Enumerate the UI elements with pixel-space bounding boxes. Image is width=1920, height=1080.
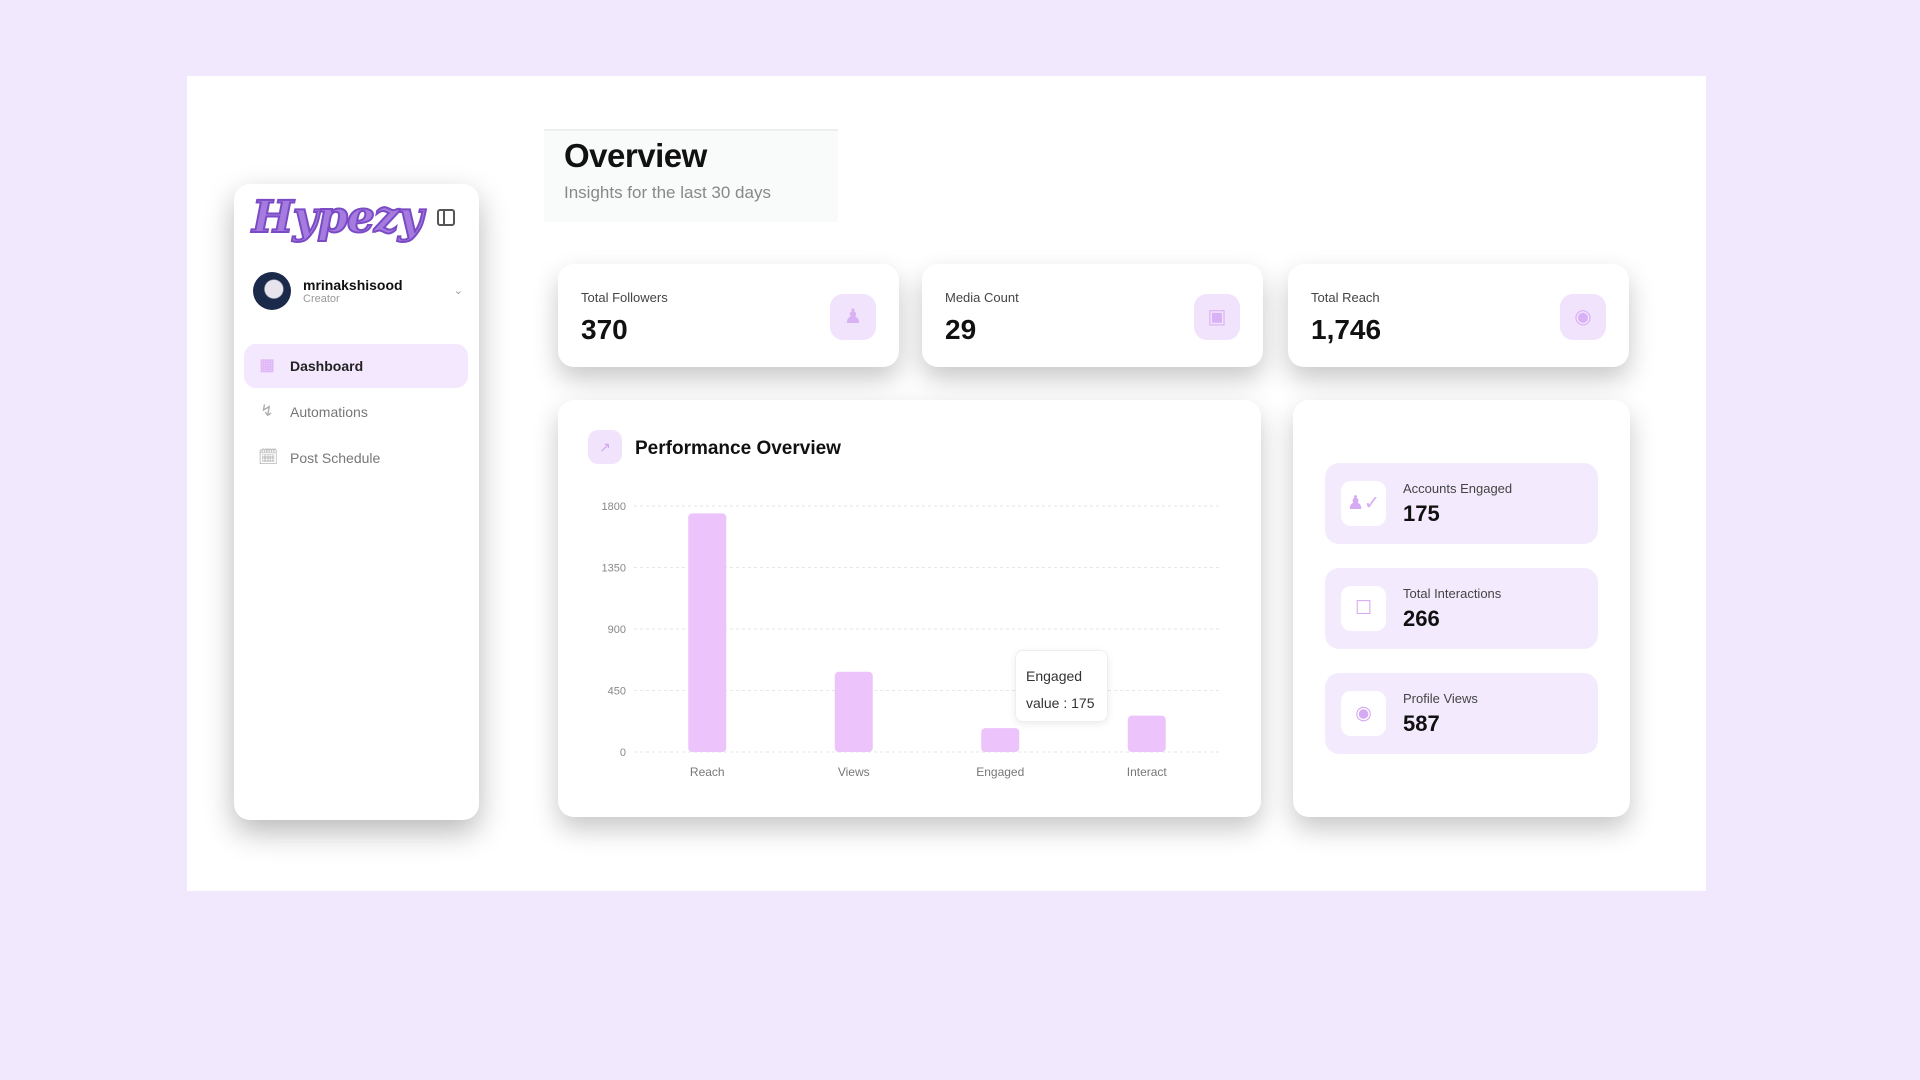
y-tick-label: 450 (608, 686, 626, 698)
metric-value: 587 (1403, 711, 1440, 736)
eye-icon: ◉ (1341, 691, 1386, 736)
performance-title: Performance Overview (635, 438, 841, 459)
metric-total-interactions: ☐ Total Interactions 266 (1325, 568, 1598, 649)
user-role: Creator (303, 293, 340, 305)
bar-engaged (981, 728, 1020, 752)
sidebar-item-label: Post Schedule (290, 450, 381, 466)
trending-up-icon: ↗ (588, 430, 622, 464)
calendar-icon: 🗓 (258, 449, 279, 466)
avatar (253, 272, 291, 310)
stat-value: 1,746 (1311, 314, 1382, 345)
image-icon: ▣ (1194, 294, 1240, 340)
stat-value: 29 (945, 314, 977, 345)
stat-card-reach: Total Reach 1,746 ◉ (1288, 264, 1629, 367)
bar-views (834, 671, 873, 752)
stat-value: 370 (581, 314, 628, 345)
stat-card-followers: Total Followers 370 ♟ (558, 264, 899, 367)
stat-label: Total Followers (581, 290, 668, 305)
message-icon: ☐ (1341, 586, 1386, 631)
user-check-icon: ♟✓ (1341, 481, 1386, 526)
y-tick-label: 0 (620, 747, 626, 759)
sidebar-item-post-schedule[interactable]: 🗓 Post Schedule (244, 436, 468, 480)
tooltip-label: Engaged (1026, 668, 1083, 684)
bar-interact (1127, 715, 1166, 752)
metric-accounts-engaged: ♟✓ Accounts Engaged 175 (1325, 463, 1598, 544)
page-header: Overview Insights for the last 30 days (544, 129, 838, 222)
lightning-icon: ↯ (260, 403, 274, 420)
user-menu[interactable]: mrinakshisood Creator ⌄ (253, 272, 463, 310)
page-subtitle: Insights for the last 30 days (564, 183, 771, 202)
metrics-card: ♟✓ Accounts Engaged 175 ☐ Total Interact… (1293, 400, 1630, 817)
x-tick-label: Views (838, 765, 870, 779)
y-tick-label: 1800 (602, 501, 626, 513)
sidebar: Hypezy mrinakshisood Creator ⌄ ▦ Dashboa… (234, 184, 479, 820)
chart-tooltip: Engaged value : 175 (1015, 650, 1108, 722)
metric-label: Total Interactions (1403, 586, 1502, 601)
users-icon: ♟ (830, 294, 876, 340)
metric-value: 175 (1403, 501, 1440, 526)
page-title: Overview (564, 137, 707, 174)
stat-label: Total Reach (1311, 290, 1380, 305)
sidebar-item-label: Automations (290, 404, 368, 420)
stat-label: Media Count (945, 290, 1019, 305)
x-tick-label: Interact (1127, 765, 1168, 779)
tooltip-value: value : 175 (1026, 695, 1095, 711)
metric-label: Profile Views (1403, 691, 1478, 706)
sidebar-item-dashboard[interactable]: ▦ Dashboard (244, 344, 468, 388)
sidebar-item-label: Dashboard (290, 358, 364, 374)
metric-profile-views: ◉ Profile Views 587 (1325, 673, 1598, 754)
x-tick-label: Engaged (976, 765, 1024, 779)
user-name: mrinakshisood (303, 277, 403, 293)
sidebar-toggle-icon[interactable] (437, 209, 455, 226)
y-tick-label: 1350 (602, 563, 626, 575)
y-tick-label: 900 (608, 624, 626, 636)
sidebar-item-automations[interactable]: ↯ Automations (244, 390, 468, 434)
eye-icon: ◉ (1560, 294, 1606, 340)
x-tick-label: Reach (690, 765, 725, 779)
chevron-down-icon[interactable]: ⌄ (453, 285, 463, 297)
logo: Hypezy (251, 191, 424, 244)
grid-icon: ▦ (259, 357, 275, 374)
metric-label: Accounts Engaged (1403, 481, 1513, 496)
metric-value: 266 (1403, 606, 1440, 631)
bar-reach (688, 513, 727, 752)
stat-card-media: Media Count 29 ▣ (922, 264, 1263, 367)
